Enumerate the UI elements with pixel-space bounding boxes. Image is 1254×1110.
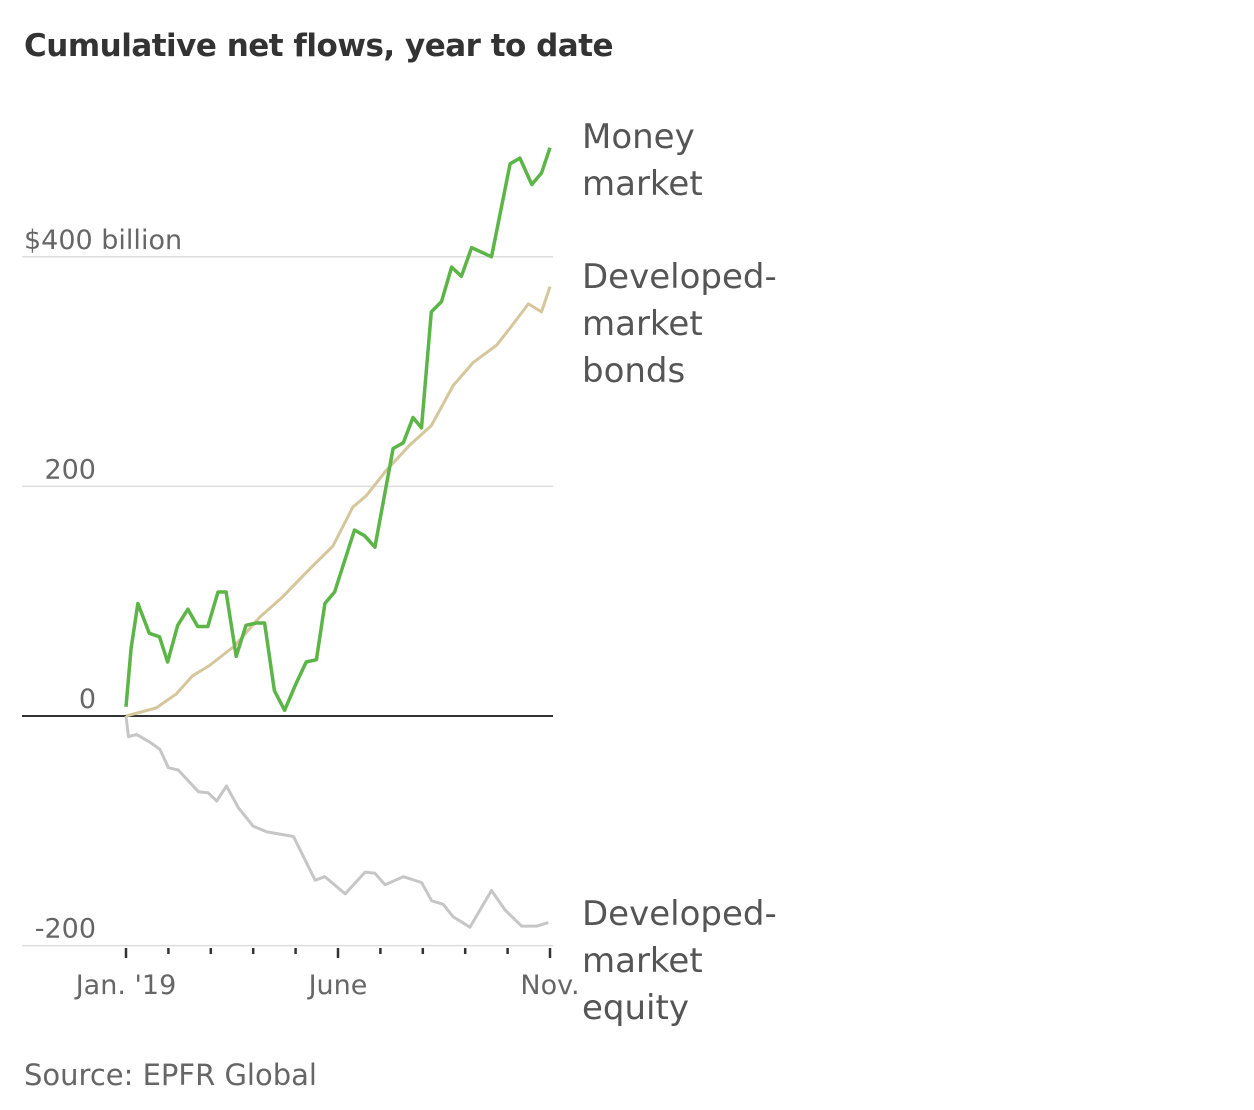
series-line-developed-market-equity [124, 715, 549, 929]
x-tick-label: Jan. '19 [74, 970, 177, 1001]
label-line: Developed- [582, 894, 777, 934]
series-line-money-market [124, 147, 552, 713]
y-tick-label: 0 [79, 684, 96, 715]
series-lines [124, 147, 552, 929]
y-tick-label: 200 [44, 454, 96, 485]
label-line: Developed- [582, 257, 777, 297]
label-line: equity [582, 988, 689, 1028]
series-line-developed-market-bonds [125, 286, 552, 718]
label-line: Money [582, 117, 695, 157]
label-line: market [582, 164, 703, 204]
series-label-money-market: Money market [582, 114, 703, 208]
label-line: market [582, 304, 703, 344]
gridlines [22, 256, 553, 947]
label-line: market [582, 941, 703, 981]
y-tick-label: -200 [35, 914, 96, 945]
x-tick-label: June [307, 970, 368, 1001]
y-axis-tick-labels: $400 billion 200 0 -200 [24, 225, 182, 945]
x-tick-label: Nov. [520, 970, 579, 1001]
series-label-developed-market-bonds: Developed- market bonds [582, 254, 777, 395]
chart-title: Cumulative net flows, year to date [24, 28, 614, 64]
series-label-developed-market-equity: Developed- market equity [582, 891, 777, 1032]
x-axis: Jan. '19 June Nov. [74, 948, 580, 1001]
y-tick-label: $400 billion [24, 225, 182, 256]
label-line: bonds [582, 351, 686, 391]
source-note: Source: EPFR Global [24, 1058, 317, 1092]
